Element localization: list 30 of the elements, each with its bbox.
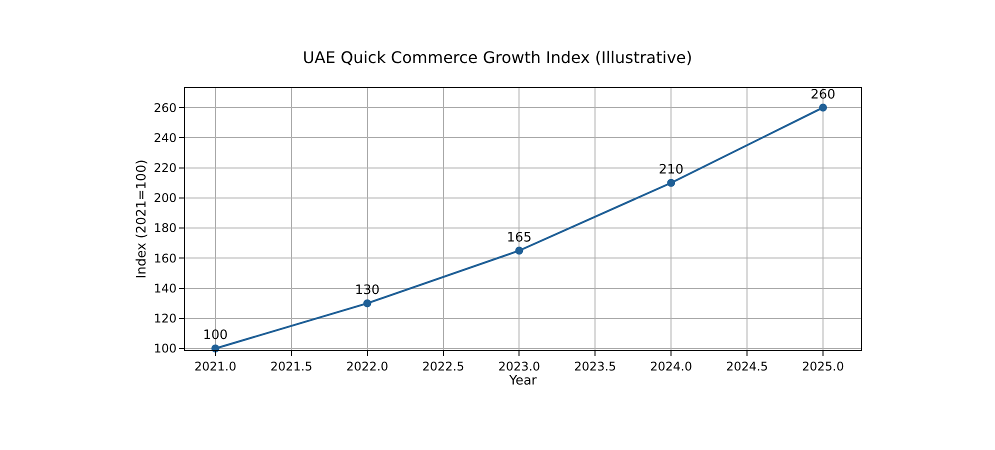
x-tick-label: 2024.5 (726, 359, 768, 374)
point (667, 178, 676, 187)
x-tick-label: 2021.0 (194, 359, 236, 374)
x-tick-label: 2021.5 (270, 359, 312, 374)
y-axis-title: Index (2021=100) (134, 160, 150, 278)
y-tick-label: 200 (154, 191, 177, 206)
data-label: 130 (354, 283, 380, 298)
point (515, 246, 524, 255)
x-tick-label: 2024.0 (650, 359, 692, 374)
data-label: 210 (658, 162, 684, 178)
y-tick-label: 220 (154, 161, 177, 175)
data-label: 165 (506, 230, 532, 246)
x-tick-label: 2022.0 (346, 359, 388, 374)
y-tick-label: 120 (154, 312, 177, 326)
y-tick-label: 180 (154, 221, 177, 236)
x-tick-label: 2025.0 (802, 359, 844, 374)
x-tick-label: 2023.0 (498, 359, 540, 374)
data-label: 260 (810, 87, 836, 102)
x-tick-label: 2023.5 (574, 359, 616, 374)
point (363, 299, 372, 308)
chart-title: UAE Quick Commerce Growth Index (Illustrative) (302, 48, 692, 67)
y-tick-label: 260 (154, 100, 177, 115)
y-tick-label: 100 (154, 342, 177, 356)
x-tick-label: 2022.5 (422, 359, 464, 374)
point (819, 104, 828, 112)
y-tick-label: 160 (154, 251, 177, 266)
y-tick-label: 140 (154, 281, 177, 296)
x-axis-title: Year (508, 373, 538, 388)
data-label: 100 (202, 328, 228, 344)
y-tick-label: 240 (154, 130, 177, 145)
